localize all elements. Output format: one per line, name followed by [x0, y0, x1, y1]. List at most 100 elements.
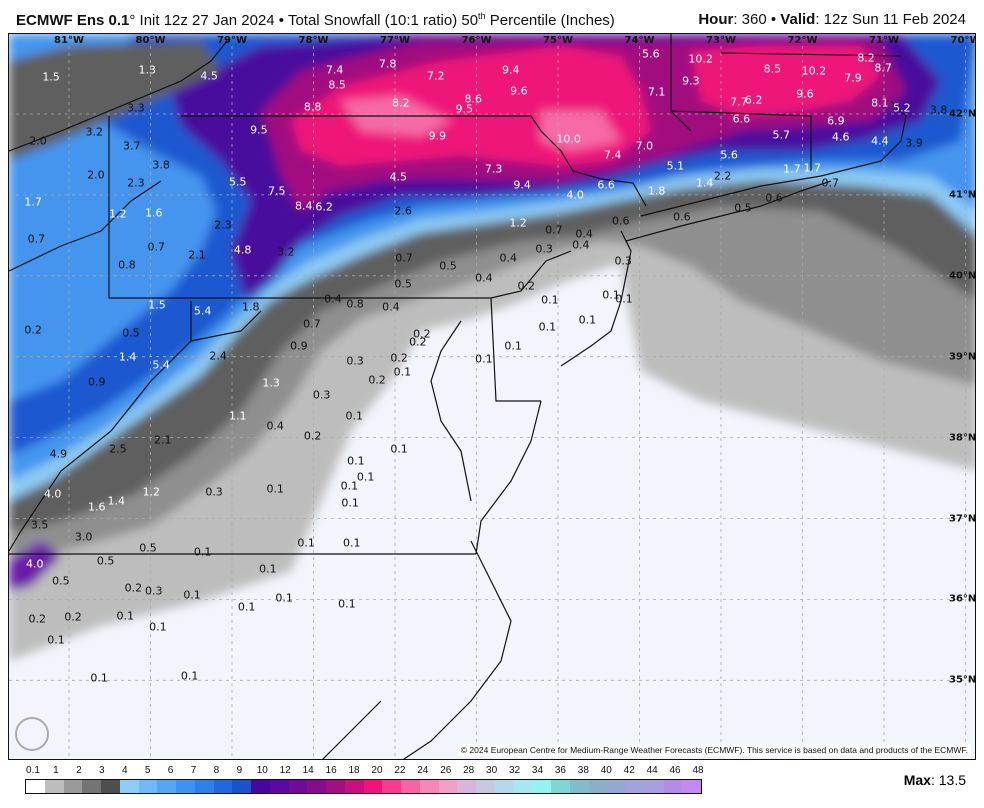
- snowfall-value-label: 0.1: [615, 292, 633, 306]
- longitude-tick: 74°W: [624, 35, 655, 46]
- legend-label: 20: [371, 765, 383, 776]
- snowfall-value-label: 6.9: [827, 114, 845, 128]
- snowfall-value-label: 0.2: [517, 279, 535, 293]
- legend-swatch: [157, 780, 176, 793]
- legend-swatch: [213, 780, 233, 793]
- map-title: ECMWF Ens 0.1° Init 12z 27 Jan 2024 • To…: [16, 11, 615, 29]
- snowfall-value-label: 1.5: [42, 70, 60, 84]
- legend-swatch: [607, 780, 626, 793]
- legend-label: 42: [623, 765, 635, 776]
- snowfall-value-label: 8.8: [303, 100, 322, 114]
- snowfall-value-label: 5.2: [893, 101, 911, 115]
- max-value: Max: 13.5: [904, 772, 966, 788]
- legend-label: 9: [236, 765, 243, 776]
- copyright-notice: © 2024 European Centre for Medium-Range …: [457, 744, 971, 756]
- snowfall-value-label: 0.2: [409, 335, 427, 349]
- snowfall-value-label: 9.9: [428, 129, 447, 143]
- snowfall-value-label: 0.1: [341, 496, 359, 510]
- legend-swatch: [644, 780, 664, 793]
- snowfall-value-label: 1.6: [87, 500, 106, 514]
- snowfall-value-label: 4.5: [389, 170, 408, 184]
- latitude-tick: 42°N: [949, 108, 976, 120]
- snowfall-value-label: 1.4: [695, 176, 714, 190]
- snowfall-value-label: 7.7: [730, 95, 748, 109]
- snowfall-value-label: 3.2: [85, 125, 104, 139]
- superscript: th: [478, 11, 486, 21]
- snowfall-value-label: 0.7: [303, 317, 321, 331]
- snowfall-value-label: 0.1: [578, 313, 597, 327]
- snowfall-value-label: 4.9: [49, 447, 68, 461]
- snowfall-map: 1.5 1.3 4.5 7.4 7.8 7.2 8.5 8.8 8.2 9.4 9.6 8.6 9.5 5…: [8, 33, 976, 760]
- snowfall-value-label: 0.3: [614, 254, 632, 268]
- latitude-tick: 39°N: [949, 351, 976, 363]
- legend-label: 34: [531, 765, 544, 776]
- snowfall-value-label: 0.2: [124, 581, 143, 595]
- legend-swatch: [307, 780, 326, 793]
- snowfall-value-label: 0.1: [193, 545, 212, 559]
- latitude-tick: 38°N: [949, 432, 976, 444]
- snowfall-value-label: 0.1: [275, 591, 293, 605]
- weatherbell-logo: [15, 717, 51, 751]
- legend-swatch: [176, 780, 195, 793]
- snowfall-value-label: 0.2: [368, 373, 386, 387]
- snowfall-value-label: 0.2: [413, 327, 431, 341]
- snowfall-value-label: 0.5: [734, 201, 752, 215]
- legend-swatch: [663, 780, 683, 793]
- legend-swatch: [44, 780, 64, 793]
- snowfall-value-label: 1.6: [145, 206, 163, 220]
- legend-swatch: [682, 780, 701, 793]
- legend-label: 5: [144, 765, 151, 776]
- longitude-tick: 79°W: [217, 35, 247, 46]
- snowfall-value-label: 0.1: [47, 633, 65, 647]
- snowfall-value-label: 1.3: [262, 376, 280, 390]
- snowfall-value-label: 1.3: [138, 63, 156, 77]
- legend-swatch: [232, 780, 251, 793]
- snowfall-value-label: 0.7: [545, 223, 563, 237]
- legend-swatch: [138, 780, 158, 793]
- snowfall-value-label: 8.2: [391, 96, 410, 110]
- legend-swatch: [457, 780, 476, 793]
- snowfall-value-label: 0.7: [821, 176, 839, 190]
- legend-swatch: [513, 780, 533, 793]
- map-canvas: [9, 34, 975, 759]
- snowfall-value-label: 2.4: [209, 349, 227, 363]
- snowfall-value-label: 5.7: [772, 128, 791, 142]
- snowfall-value-label: 0.5: [122, 326, 140, 340]
- snowfall-value-label: 1.8: [647, 184, 666, 198]
- legend-label: 10: [256, 765, 268, 776]
- legend-label: 38: [577, 765, 589, 776]
- legend-swatch: [476, 780, 495, 793]
- legend-label: 24: [417, 765, 429, 776]
- snowfall-value-label: 0.1: [266, 482, 284, 496]
- legend-label: 36: [554, 765, 566, 776]
- snowfall-value-label: 0.1: [180, 669, 199, 683]
- legend-label: 22: [394, 765, 406, 776]
- legend-label: 8: [213, 765, 220, 776]
- legend-label: 30: [486, 765, 498, 776]
- legend-label: 32: [508, 765, 521, 776]
- snowfall-value-label: 2.3: [127, 176, 145, 190]
- snowfall-value-label: 0.5: [96, 554, 115, 568]
- snowfall-value-label: 0.4: [324, 292, 342, 306]
- snowfall-value-label: 3.5: [30, 518, 49, 532]
- snowfall-value-label: 7.4: [603, 148, 622, 162]
- snowfall-value-label: 3.7: [123, 139, 141, 153]
- snowfall-value-label: 0.8: [118, 258, 136, 272]
- snowfall-value-label: 6.2: [744, 93, 763, 107]
- snowfall-value-label: 0.1: [149, 620, 167, 634]
- snowfall-value-label: 0.4: [266, 419, 284, 433]
- snowfall-value-label: 0.2: [303, 429, 322, 443]
- legend-swatch: [551, 780, 570, 793]
- legend-labels: 0.1 1 2 3 4 5 6 7 8 9 10 12 14 16 18 20 22 24 26 28 30 32 34 36…: [25, 765, 705, 779]
- snowfall-value-label: 0.1: [541, 293, 559, 307]
- snowfall-value-label: 9.3: [682, 74, 700, 88]
- max-label: Max: [903, 772, 931, 788]
- legend-swatch: [251, 780, 270, 793]
- longitude-tick: 78°W: [298, 35, 329, 46]
- snowfall-value-label: 4.0: [43, 487, 62, 501]
- snowfall-value-label: 0.5: [394, 277, 412, 291]
- snowfall-value-label: 0.4: [572, 238, 590, 252]
- snowfall-value-label: 0.3: [205, 485, 223, 499]
- snowfall-value-label: 7.3: [484, 162, 503, 176]
- snowfall-value-label: 2.6: [394, 204, 412, 218]
